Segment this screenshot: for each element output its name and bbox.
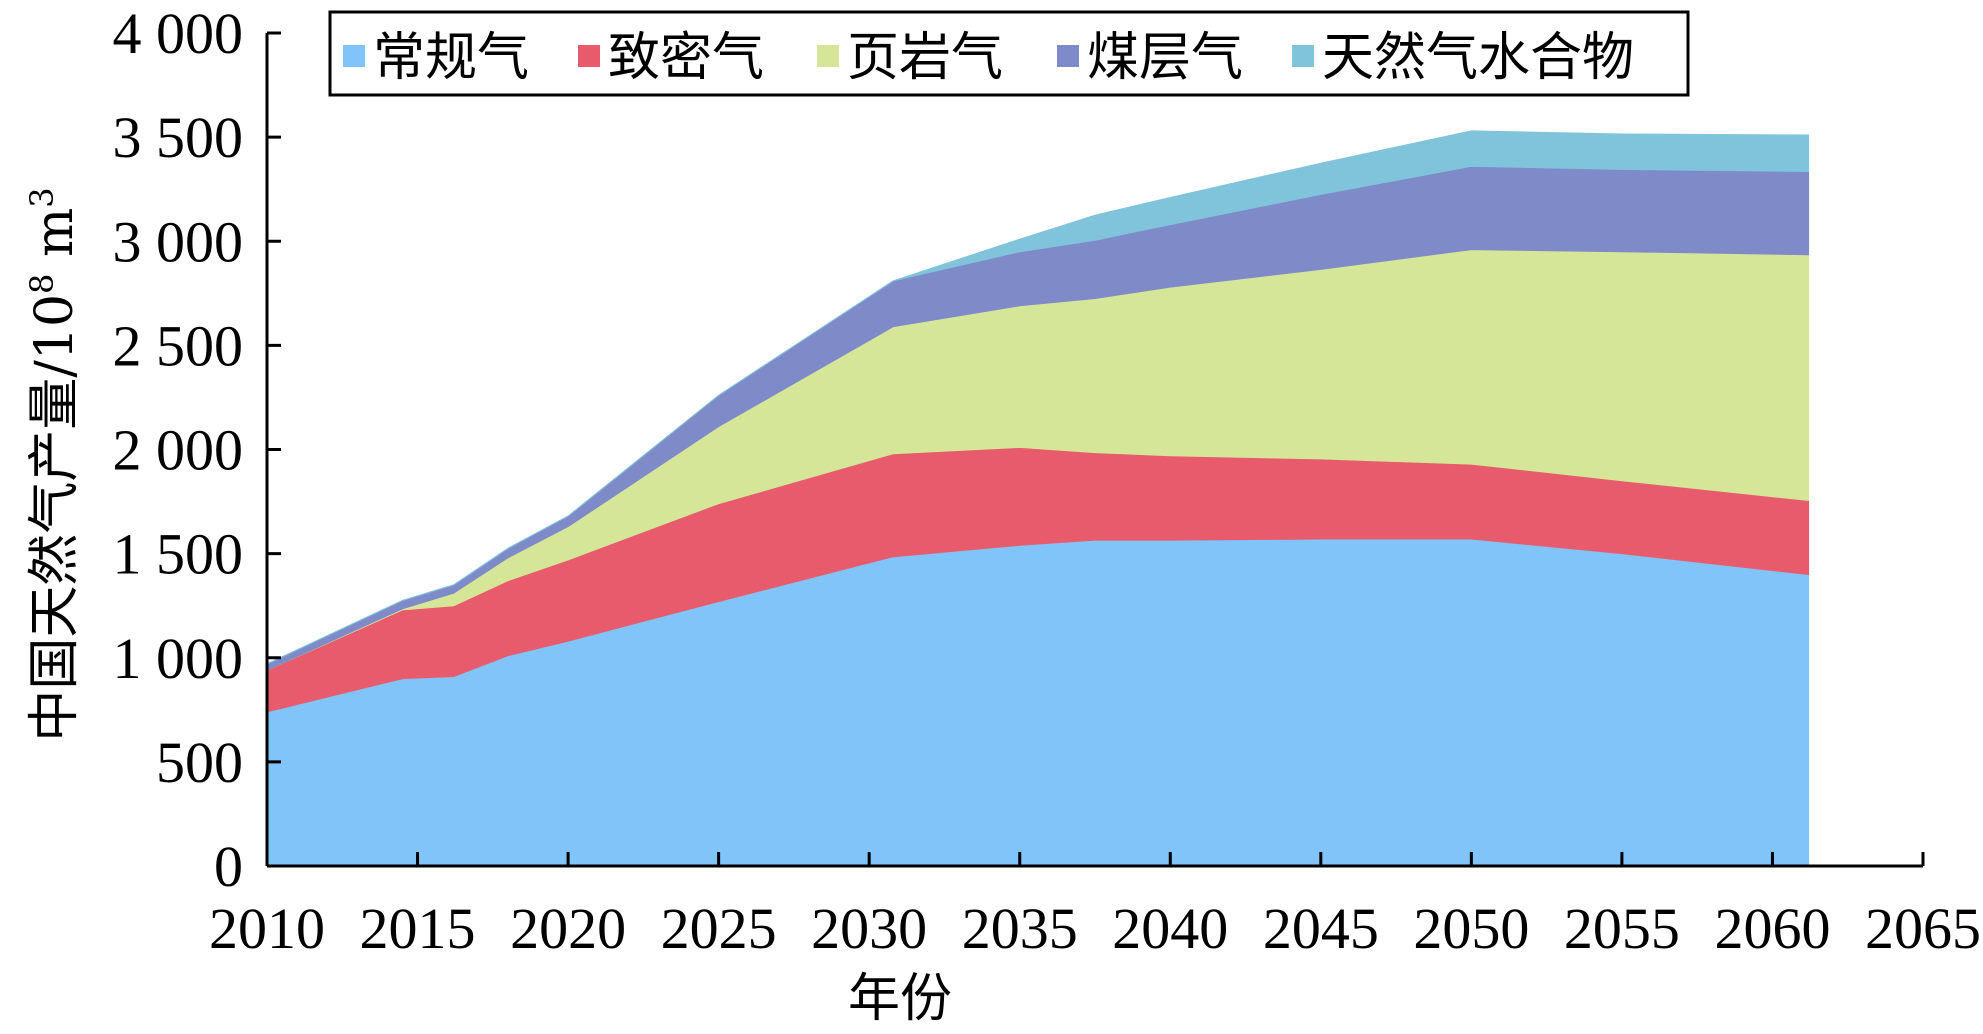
x-tick-label: 2045 bbox=[1263, 896, 1379, 961]
y-tick-label: 3 000 bbox=[113, 209, 244, 274]
x-ticks: 2010 2015 2020 2025 2030 2035 2040 2045 2050 2055… bbox=[209, 852, 1981, 961]
y-tick-label: 3 500 bbox=[113, 105, 244, 170]
legend-label-2: 页岩气 bbox=[847, 28, 1003, 88]
legend-swatch-1 bbox=[578, 45, 600, 67]
y-axis-title-sup-8: 8 bbox=[23, 274, 61, 294]
x-tick-label: 2015 bbox=[360, 896, 476, 961]
legend-box bbox=[328, 10, 1690, 97]
legend-swatch-3 bbox=[1057, 45, 1079, 67]
x-tick-label: 2025 bbox=[661, 896, 777, 961]
x-tick-label: 2030 bbox=[811, 896, 927, 961]
x-tick-label: 2050 bbox=[1413, 896, 1529, 961]
y-tick-label: 1 500 bbox=[113, 522, 244, 587]
x-tick-label: 2035 bbox=[962, 896, 1078, 961]
legend-swatch-0 bbox=[343, 45, 365, 67]
y-tick-label: 2 000 bbox=[113, 418, 244, 483]
y-tick-label: 4 000 bbox=[113, 1, 244, 66]
x-tick-label: 2020 bbox=[510, 896, 626, 961]
x-tick-label: 2010 bbox=[209, 896, 325, 961]
x-tick-label: 2055 bbox=[1564, 896, 1680, 961]
y-axis-title-sup-3: 3 bbox=[23, 187, 61, 207]
y-axis-title: 中国天然气产量/108 m3 bbox=[23, 187, 85, 741]
legend-swatch-4 bbox=[1292, 45, 1314, 67]
y-tick-label: 500 bbox=[156, 730, 243, 795]
y-tick-label: 0 bbox=[214, 834, 243, 899]
legend-label-0: 常规气 bbox=[373, 28, 529, 88]
area-series-group bbox=[266, 130, 1810, 867]
y-tick-label: 2 500 bbox=[113, 313, 244, 378]
legend: 常规气 致密气 页岩气 煤层气 天然气水合物 bbox=[328, 10, 1690, 97]
x-tick-label: 2040 bbox=[1112, 896, 1228, 961]
legend-label-1: 致密气 bbox=[608, 28, 764, 88]
legend-swatch-2 bbox=[817, 45, 839, 67]
x-tick-label: 2065 bbox=[1865, 896, 1981, 961]
legend-label-3: 煤层气 bbox=[1087, 28, 1243, 88]
y-axis-title-unit: m bbox=[25, 208, 85, 274]
x-axis-title: 年份 bbox=[848, 969, 952, 1029]
x-tick-label: 2060 bbox=[1714, 896, 1830, 961]
y-ticks: 0 500 1 000 1 500 2 000 2 500 3 000 3 500 4 000 bbox=[113, 1, 281, 899]
area-series-4 bbox=[266, 130, 1810, 665]
y-tick-label: 1 000 bbox=[113, 626, 244, 691]
y-axis-title-main: 中国天然气产量/10 bbox=[25, 294, 85, 742]
legend-label-4: 天然气水合物 bbox=[1322, 28, 1634, 88]
